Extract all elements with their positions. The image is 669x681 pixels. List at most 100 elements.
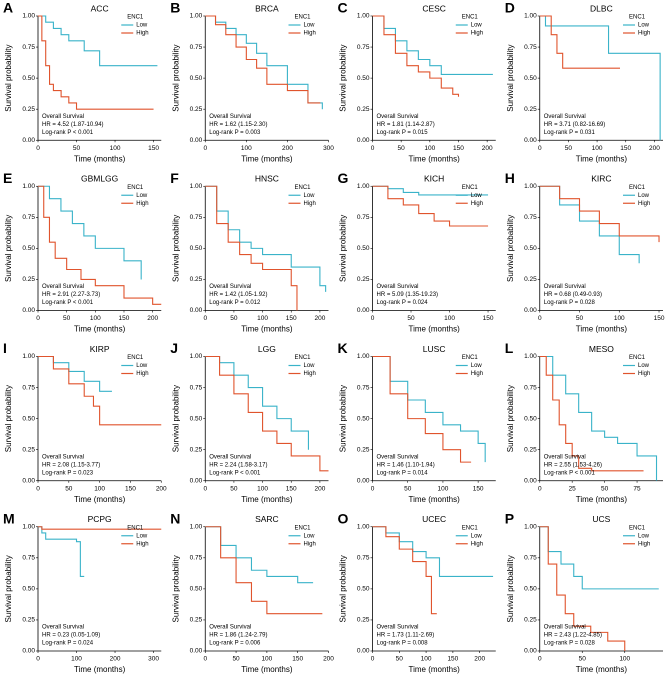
annotation: Overall Survival bbox=[42, 454, 84, 460]
annotation: Overall Survival bbox=[377, 625, 419, 631]
annotation: Log-rank P < 0.001 bbox=[42, 300, 94, 306]
y-tick-label: 0.50 bbox=[190, 245, 203, 252]
annotation: Overall Survival bbox=[544, 114, 586, 120]
y-tick-label: 0.50 bbox=[190, 75, 203, 82]
panel-letter: F bbox=[170, 170, 179, 186]
x-tick-label: 100 bbox=[421, 656, 432, 663]
y-tick-label: 0.75 bbox=[22, 214, 35, 221]
annotation: HR = 1.86 (1.24-2.79) bbox=[209, 633, 267, 639]
survival-curve bbox=[205, 185, 298, 311]
survival-curve bbox=[539, 526, 626, 651]
legend-title: ENC1 bbox=[127, 525, 144, 531]
x-tick-label: 150 bbox=[125, 485, 136, 492]
annotation: Log-rank P = 0.006 bbox=[209, 641, 261, 647]
survival-curve bbox=[539, 185, 660, 243]
x-tick-label: 200 bbox=[156, 485, 167, 492]
x-tick-label: 150 bbox=[119, 315, 130, 322]
x-axis-label: Time (months) bbox=[241, 495, 293, 504]
y-axis-label: Survival probability bbox=[506, 215, 515, 282]
x-axis-label: Time (months) bbox=[408, 154, 460, 163]
survival-curve bbox=[539, 355, 658, 481]
annotation: HR = 1.62 (1.15-2.30) bbox=[209, 122, 267, 128]
y-tick-label: 1.00 bbox=[357, 353, 370, 360]
x-tick-label: 300 bbox=[148, 656, 159, 663]
survival-curve bbox=[38, 15, 158, 67]
y-tick-label: 0.00 bbox=[524, 648, 537, 655]
y-tick-label: 0.50 bbox=[524, 415, 537, 422]
y-tick-label: 0.75 bbox=[524, 214, 537, 221]
annotation: HR = 4.52 (1.87-10.94) bbox=[42, 122, 104, 128]
y-tick-label: 0.75 bbox=[22, 384, 35, 391]
y-axis-label: Survival probability bbox=[171, 45, 180, 112]
y-tick-label: 0.75 bbox=[524, 44, 537, 51]
y-tick-label: 0.50 bbox=[190, 586, 203, 593]
y-tick-label: 0.25 bbox=[190, 106, 203, 113]
x-axis-label: Time (months) bbox=[74, 495, 126, 504]
legend-label: High bbox=[471, 541, 483, 547]
annotation: Overall Survival bbox=[42, 284, 84, 290]
y-axis-label: Survival probability bbox=[506, 385, 515, 452]
y-tick-label: 0.25 bbox=[524, 617, 537, 624]
y-tick-label: 1.00 bbox=[22, 353, 35, 360]
legend-title: ENC1 bbox=[629, 185, 646, 191]
y-tick-label: 0.25 bbox=[22, 617, 35, 624]
survival-curve bbox=[539, 355, 644, 472]
x-tick-label: 0 bbox=[371, 485, 375, 492]
x-tick-label: 100 bbox=[592, 145, 603, 152]
x-tick-label: 100 bbox=[261, 656, 272, 663]
legend-label: High bbox=[136, 31, 148, 37]
y-tick-label: 0.50 bbox=[357, 415, 370, 422]
x-tick-label: 100 bbox=[444, 315, 455, 322]
legend-label: Low bbox=[136, 193, 148, 199]
x-tick-label: 25 bbox=[569, 485, 577, 492]
y-axis-label: Survival probability bbox=[339, 215, 348, 282]
legend-label: Low bbox=[638, 363, 650, 369]
y-tick-label: 0.00 bbox=[524, 307, 537, 314]
annotation: Overall Survival bbox=[544, 454, 586, 460]
x-tick-label: 200 bbox=[649, 145, 660, 152]
x-tick-label: 100 bbox=[424, 145, 435, 152]
y-tick-label: 0.00 bbox=[524, 137, 537, 144]
x-tick-label: 0 bbox=[36, 485, 40, 492]
x-axis-label: Time (months) bbox=[241, 154, 293, 163]
legend-label: Low bbox=[304, 363, 316, 369]
legend-title: ENC1 bbox=[127, 185, 144, 191]
annotation: Overall Survival bbox=[209, 454, 251, 460]
panel-title: KIRC bbox=[591, 174, 611, 184]
x-tick-label: 100 bbox=[257, 485, 268, 492]
legend-label: High bbox=[304, 31, 316, 37]
panel-title: KICH bbox=[424, 174, 444, 184]
legend-title: ENC1 bbox=[629, 525, 646, 531]
x-tick-label: 50 bbox=[73, 145, 81, 152]
x-tick-label: 0 bbox=[203, 315, 207, 322]
x-tick-label: 0 bbox=[203, 656, 207, 663]
x-tick-label: 100 bbox=[71, 656, 82, 663]
x-tick-label: 0 bbox=[203, 485, 207, 492]
survival-curve bbox=[372, 185, 489, 227]
annotation: Log-rank P = 0.024 bbox=[42, 641, 94, 647]
y-tick-label: 0.00 bbox=[190, 307, 203, 314]
panel-title: GBMLGG bbox=[81, 174, 118, 184]
y-tick-label: 0.25 bbox=[22, 446, 35, 453]
annotation: HR = 0.68 (0.49-0.93) bbox=[544, 292, 602, 298]
y-tick-label: 0.00 bbox=[357, 477, 370, 484]
y-tick-label: 1.00 bbox=[190, 353, 203, 360]
annotation: Overall Survival bbox=[377, 284, 419, 290]
legend-label: Low bbox=[638, 23, 650, 29]
annotation: Log-rank P = 0.015 bbox=[377, 130, 429, 136]
x-tick-label: 0 bbox=[538, 315, 542, 322]
x-tick-label: 0 bbox=[36, 656, 40, 663]
legend-title: ENC1 bbox=[127, 15, 144, 21]
x-axis-label: Time (months) bbox=[241, 325, 293, 334]
x-tick-label: 200 bbox=[474, 656, 485, 663]
y-tick-label: 0.00 bbox=[22, 648, 35, 655]
y-tick-label: 0.25 bbox=[22, 106, 35, 113]
panel-letter: I bbox=[3, 340, 7, 356]
y-tick-label: 1.00 bbox=[22, 13, 35, 20]
annotation: Log-rank P = 0.003 bbox=[209, 130, 261, 136]
y-tick-label: 0.75 bbox=[357, 384, 370, 391]
legend-title: ENC1 bbox=[462, 355, 479, 361]
annotation: HR = 0.23 (0.05-1.09) bbox=[42, 633, 100, 639]
legend-title: ENC1 bbox=[295, 15, 312, 21]
y-tick-label: 0.75 bbox=[190, 44, 203, 51]
